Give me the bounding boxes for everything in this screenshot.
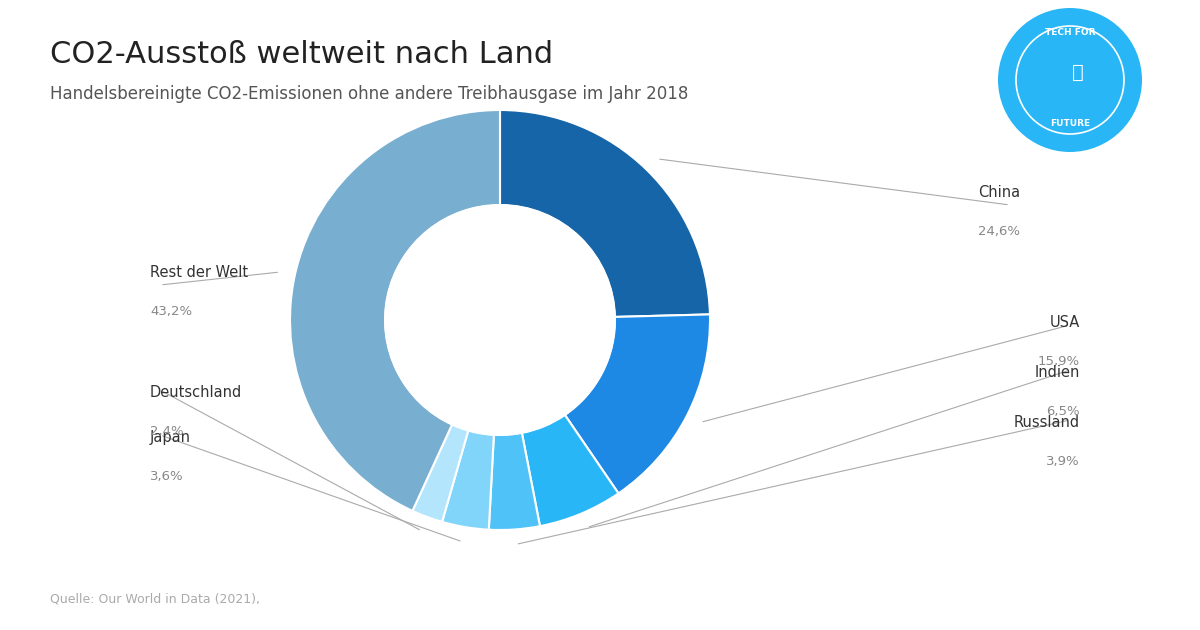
Text: ⏻: ⏻ (1072, 62, 1084, 81)
Text: USA: USA (1050, 315, 1080, 330)
Wedge shape (522, 415, 618, 526)
Text: 3,6%: 3,6% (150, 470, 184, 483)
Text: Quelle: Our World in Data (2021),: Quelle: Our World in Data (2021), (50, 592, 260, 605)
Circle shape (385, 205, 616, 435)
Wedge shape (500, 110, 710, 317)
Text: 3,9%: 3,9% (1046, 455, 1080, 468)
Text: CO2-Ausstoß weltweit nach Land: CO2-Ausstoß weltweit nach Land (50, 40, 553, 69)
Text: 24,6%: 24,6% (978, 225, 1020, 238)
Text: 43,2%: 43,2% (150, 305, 192, 318)
Text: Russland: Russland (1014, 415, 1080, 430)
Text: Indien: Indien (1034, 365, 1080, 380)
Circle shape (998, 8, 1142, 152)
Wedge shape (442, 430, 494, 530)
Wedge shape (488, 433, 540, 530)
Text: 2,4%: 2,4% (150, 425, 184, 438)
Text: Japan: Japan (150, 430, 191, 445)
Text: 15,9%: 15,9% (1038, 355, 1080, 368)
Wedge shape (290, 110, 500, 511)
Wedge shape (565, 314, 710, 493)
Wedge shape (413, 425, 468, 522)
Text: TECH FOR: TECH FOR (1045, 28, 1096, 37)
Text: Rest der Welt: Rest der Welt (150, 265, 248, 280)
Text: FUTURE: FUTURE (1050, 119, 1090, 128)
Text: China: China (978, 185, 1020, 200)
Text: Handelsbereinigte CO2-Emissionen ohne andere Treibhausgase im Jahr 2018: Handelsbereinigte CO2-Emissionen ohne an… (50, 85, 689, 103)
Text: Deutschland: Deutschland (150, 385, 242, 400)
Text: 6,5%: 6,5% (1046, 405, 1080, 418)
